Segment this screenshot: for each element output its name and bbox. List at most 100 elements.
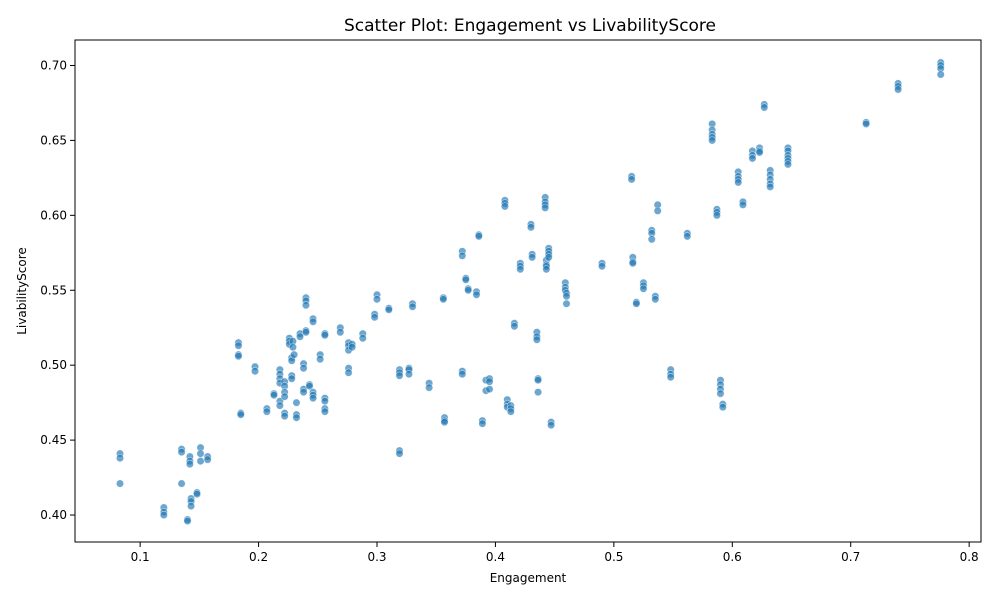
data-point [718, 403, 727, 412]
data-point [395, 371, 404, 380]
data-point [458, 370, 467, 379]
data-point [544, 253, 553, 262]
data-point [712, 211, 721, 220]
data-point [280, 392, 289, 401]
data-point [760, 103, 769, 112]
data-point [461, 275, 470, 284]
data-point [534, 388, 543, 397]
data-point [547, 421, 556, 430]
data-point [439, 295, 448, 304]
y-tick-label: 0.60 [40, 208, 67, 222]
data-point [236, 410, 245, 419]
data-point [653, 206, 662, 215]
data-point [305, 382, 314, 391]
data-point [738, 200, 747, 209]
data-point [203, 455, 212, 464]
data-point [647, 235, 656, 244]
data-point [526, 223, 535, 232]
data-point [627, 175, 636, 184]
plot-frame [74, 39, 982, 543]
data-point [262, 407, 271, 416]
data-points [116, 58, 945, 526]
data-point [485, 377, 494, 386]
data-point [177, 479, 186, 488]
y-tick-label: 0.55 [40, 283, 67, 297]
data-point [862, 119, 871, 128]
plot-area [75, 40, 981, 542]
data-point [287, 374, 296, 383]
data-point [320, 397, 329, 406]
data-point [748, 154, 757, 163]
data-point [541, 203, 550, 212]
data-point [336, 328, 345, 337]
data-point [316, 355, 325, 364]
data-point [358, 334, 367, 343]
data-point [275, 401, 284, 410]
data-point [196, 457, 205, 466]
data-point [290, 350, 299, 359]
data-point [320, 407, 329, 416]
y-tick-label: 0.50 [40, 358, 67, 372]
data-point [562, 299, 571, 308]
data-point [251, 367, 260, 376]
data-point [159, 511, 168, 520]
y-axis-label: LivabilityScore [15, 247, 29, 335]
data-point [177, 448, 186, 457]
data-point [395, 449, 404, 458]
y-tick-label: 0.65 [40, 133, 67, 147]
data-point [458, 251, 467, 260]
data-point [116, 479, 125, 488]
x-tick-label: 0.6 [723, 550, 742, 564]
x-tick-label: 0.5 [604, 550, 623, 564]
data-point [372, 295, 381, 304]
x-tick-label: 0.8 [960, 550, 979, 564]
x-tick-label: 0.1 [131, 550, 150, 564]
data-point [532, 335, 541, 344]
data-point [196, 449, 205, 458]
data-point [292, 413, 301, 422]
data-point [783, 160, 792, 169]
y-tick-label: 0.45 [40, 433, 67, 447]
data-point [478, 419, 487, 428]
y-axis-ticks: 0.40 0.45 0.50 0.55 0.60 0.65 0.70 [40, 58, 75, 522]
data-point [716, 389, 725, 398]
data-point [936, 70, 945, 79]
data-point [384, 305, 393, 314]
data-point [464, 286, 473, 295]
data-point [500, 202, 509, 211]
data-point [734, 178, 743, 187]
data-point [528, 253, 537, 262]
data-point [408, 302, 417, 311]
data-point [425, 383, 434, 392]
data-point [370, 313, 379, 322]
x-tick-label: 0.2 [249, 550, 268, 564]
data-point [269, 391, 278, 400]
data-point [683, 232, 692, 241]
y-tick-label: 0.40 [40, 508, 67, 522]
data-point [344, 368, 353, 377]
data-point [299, 364, 308, 373]
data-point [299, 388, 308, 397]
data-point [485, 385, 494, 394]
data-point [296, 332, 305, 341]
data-point [440, 418, 449, 427]
data-point [234, 341, 243, 350]
data-point [288, 343, 297, 352]
x-tick-label: 0.4 [486, 550, 505, 564]
y-tick-label: 0.70 [40, 58, 67, 72]
data-point [510, 322, 519, 331]
data-point [116, 454, 125, 463]
data-point [708, 136, 717, 145]
data-point [766, 182, 775, 191]
data-point [301, 301, 310, 310]
data-point [755, 148, 764, 157]
data-point [666, 373, 675, 382]
data-point [639, 284, 648, 293]
data-point [309, 394, 318, 403]
data-point [309, 317, 318, 326]
data-point [301, 328, 310, 337]
x-axis-label: Engagement [490, 571, 567, 585]
data-point [474, 232, 483, 241]
chart-title: Scatter Plot: Engagement vs LivabilitySc… [344, 16, 716, 36]
